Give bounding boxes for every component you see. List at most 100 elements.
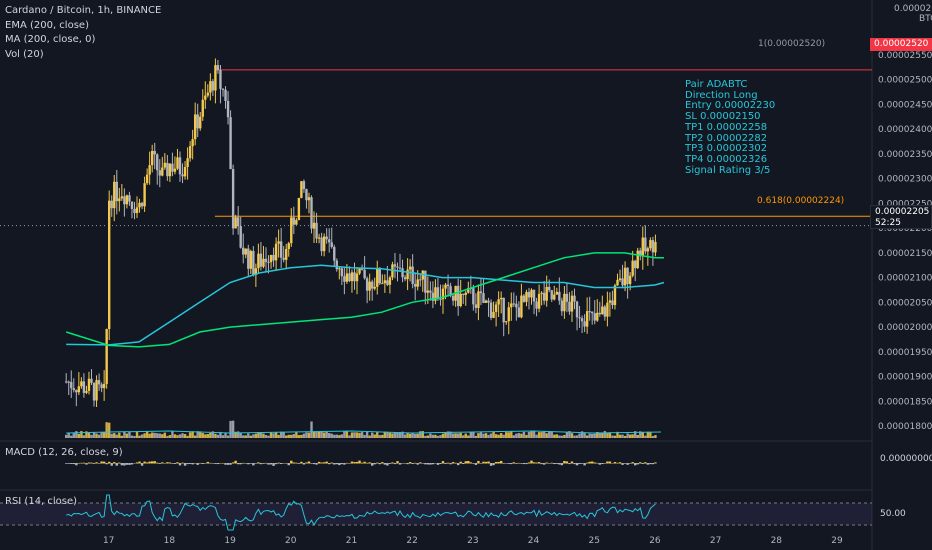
volume-bar (317, 431, 321, 438)
volume-bar (148, 433, 151, 438)
volume-bar (510, 431, 513, 438)
volume-bar (92, 432, 96, 438)
macd-bar (360, 462, 364, 464)
macd-bar (92, 463, 96, 464)
volume-bar (156, 433, 159, 438)
volume-legend[interactable]: Vol (20) (5, 48, 44, 60)
macd-bar (325, 461, 328, 464)
ema-legend[interactable]: EMA (200, close) (5, 19, 89, 31)
volume-bar (287, 434, 290, 438)
volume-bar (583, 433, 586, 438)
volume-ma-line (66, 430, 661, 434)
x-tick-label: 25 (589, 536, 600, 546)
candle-body (477, 291, 480, 308)
symbol-title[interactable]: Cardano / Bitcoin, 1h, BINANCE (5, 5, 162, 16)
volume-bar (550, 431, 553, 438)
volume-bar (113, 433, 116, 438)
volume-bar (355, 432, 359, 438)
candle-body (234, 217, 237, 229)
volume-bar (596, 431, 599, 438)
macd-bar (322, 462, 326, 464)
volume-bar (312, 431, 316, 438)
ma-legend[interactable]: MA (200, close, 0) (5, 34, 96, 46)
volume-bar (593, 433, 596, 438)
candle-body (497, 299, 500, 305)
macd-bar (80, 462, 83, 464)
macd-bar (381, 462, 384, 464)
volume-bar (272, 433, 275, 438)
macd-bar (479, 463, 483, 464)
macd-bar (168, 462, 172, 464)
x-tick-label: 28 (771, 536, 783, 546)
macd-bar (348, 463, 351, 464)
candle-body (616, 279, 619, 286)
volume-bar (247, 433, 250, 438)
volume-bar (646, 431, 650, 438)
volume-bar (140, 434, 144, 438)
macd-bar (558, 463, 561, 465)
macd-bar (553, 463, 556, 465)
macd-bar (555, 463, 559, 464)
volume-bar (545, 433, 548, 438)
candle-body (345, 273, 349, 282)
macd-bar (328, 463, 331, 465)
macd-bar (436, 463, 440, 465)
candle-body (125, 195, 129, 205)
volume-bar (282, 432, 285, 438)
macd-bar (649, 463, 652, 465)
volume-bar (219, 431, 222, 438)
candle-body (363, 269, 366, 279)
macd-bar (161, 462, 164, 464)
macd-bar (320, 462, 323, 464)
macd-bar (588, 461, 591, 464)
candle-body (360, 268, 364, 270)
x-tick-label: 22 (406, 536, 417, 546)
volume-bar (568, 431, 571, 438)
candle-body (596, 312, 599, 321)
macd-bar (633, 463, 637, 466)
candle-body (575, 301, 579, 318)
macd-bar (621, 463, 624, 465)
macd-bar (209, 462, 212, 464)
volume-bar (168, 435, 172, 438)
macd-bar (193, 462, 197, 464)
volume-bar (436, 435, 440, 438)
candle-body (358, 268, 361, 274)
macd-label[interactable]: MACD (12, 26, close, 9) (5, 447, 123, 458)
macd-bar (315, 463, 318, 465)
macd-bar (254, 463, 258, 464)
volume-bar (178, 434, 182, 438)
candle-body (128, 195, 131, 202)
volume-bar (383, 431, 387, 438)
volume-bar (82, 435, 86, 438)
volume-bar (72, 433, 75, 438)
candle-body (401, 268, 404, 278)
candle-body (383, 280, 387, 284)
macd-bar (462, 463, 465, 465)
macd-bar (578, 463, 581, 465)
volume-bar (573, 435, 576, 438)
candle-body (72, 388, 75, 391)
candle-body (156, 154, 159, 171)
macd-bar (264, 462, 268, 464)
candle-body (120, 196, 124, 199)
volume-bar (267, 435, 270, 438)
volume-bar (542, 431, 546, 438)
rsi-band (0, 503, 872, 525)
macd-bar (434, 463, 437, 464)
candle-body (145, 174, 149, 184)
macd-bar (542, 463, 546, 465)
candle-body (130, 201, 134, 209)
volume-bar (424, 435, 427, 438)
candle-body (459, 293, 462, 307)
macd-bar (279, 463, 283, 464)
candle-body (135, 207, 139, 214)
rsi-label[interactable]: RSI (14, close) (5, 496, 78, 507)
volume-bar (259, 432, 263, 438)
volume-bar (588, 433, 591, 438)
rsi-line (66, 494, 656, 531)
candle-body (646, 248, 650, 252)
macd-bar (505, 463, 508, 464)
volume-bar (649, 432, 652, 438)
